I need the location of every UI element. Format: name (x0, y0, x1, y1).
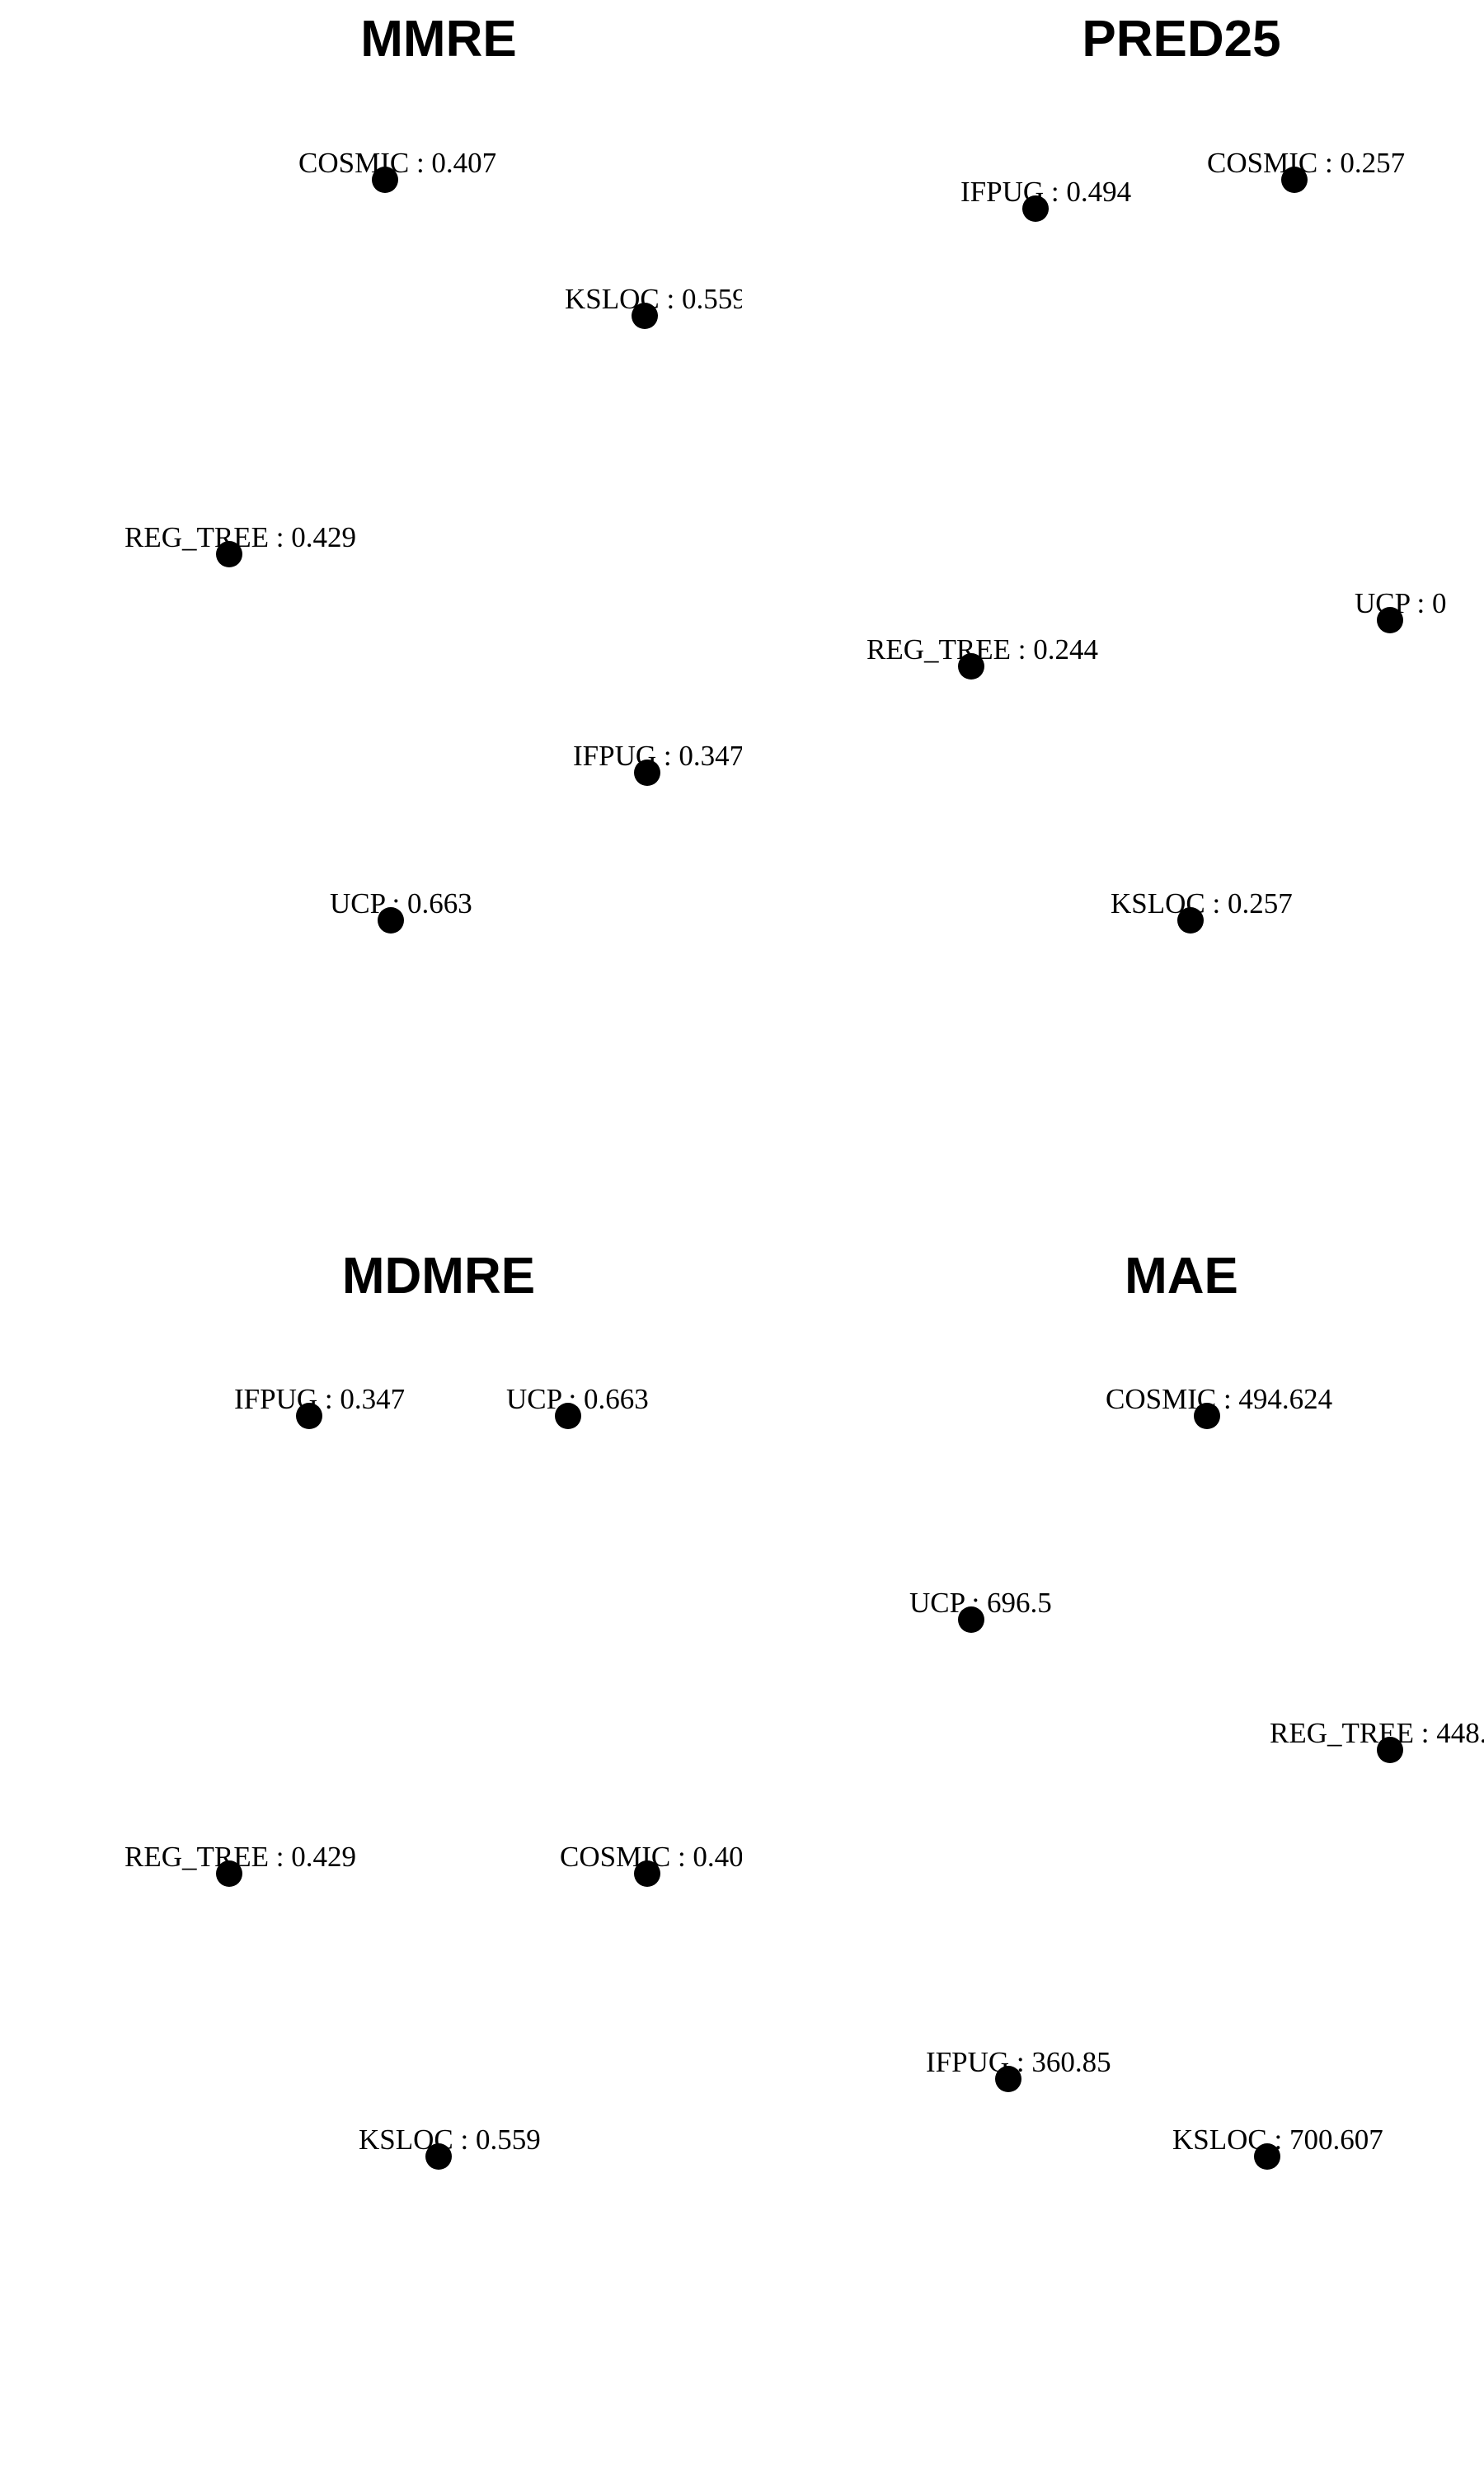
point-reg-tree (216, 541, 242, 567)
point-label-ksloc: KSLOC : 0.559 (359, 2124, 541, 2156)
point-reg-tree (216, 1860, 242, 1887)
panel-title: MAE (1125, 1248, 1238, 1305)
panel-title: MMRE (360, 11, 516, 68)
point-ucp (1377, 607, 1403, 633)
point-label-ucp: UCP : 696.5 (909, 1587, 1052, 1619)
point-ksloc (425, 2143, 452, 2170)
panel-mae: MAE COSMIC : 494.624 UCP : 696.5 REG_TREE … (909, 1248, 1484, 2170)
point-label-reg-tree: REG_TREE : 0.429 (124, 1841, 356, 1873)
panel-title: PRED25 (1082, 11, 1280, 68)
point-ucp (555, 1403, 581, 1429)
point-label-cosmic: COSMIC : 0.407 (298, 147, 496, 179)
point-label-ucp: UCP : 0 (1355, 587, 1447, 619)
point-label-ksloc: KSLOC : 0.559 (565, 283, 747, 315)
panel-mdmre: MDMRE IFPUG : 0.347 UCP : 0.663 REG_TREE :… (124, 1248, 758, 2170)
panel-pred25: PRED25 IFPUG : 0.494 COSMIC : 0.257 UCP : … (866, 11, 1447, 934)
point-ifpug (1022, 195, 1049, 222)
point-label-reg-tree: REG_TREE : 448.1 (1270, 1717, 1484, 1749)
panel-title: MDMRE (342, 1248, 535, 1305)
panel-mmre: MMRE COSMIC : 0.407 KSLOC : 0.559 REG_TREE… (124, 11, 747, 934)
point-cosmic (1281, 167, 1308, 193)
point-cosmic (634, 1860, 660, 1887)
point-ksloc (1177, 907, 1204, 934)
point-label-ksloc: KSLOC : 700.607 (1172, 2124, 1383, 2156)
point-label-ksloc: KSLOC : 0.257 (1111, 887, 1293, 920)
point-ksloc (632, 303, 658, 329)
point-ksloc (1254, 2143, 1280, 2170)
point-label-cosmic: COSMIC : 0.407 (560, 1841, 758, 1873)
point-reg-tree (958, 653, 984, 680)
point-reg-tree (1377, 1737, 1403, 1763)
point-ucp (378, 907, 404, 934)
point-label-ifpug: IFPUG : 0.494 (960, 176, 1131, 208)
point-label-cosmic: COSMIC : 494.624 (1106, 1383, 1332, 1415)
point-cosmic (1194, 1403, 1220, 1429)
point-label-cosmic: COSMIC : 0.257 (1207, 147, 1405, 179)
point-ifpug (634, 760, 660, 786)
point-label-reg-tree: REG_TREE : 0.429 (124, 521, 356, 553)
point-label-ifpug: IFPUG : 0.347 (573, 740, 744, 772)
point-label-reg-tree: REG_TREE : 0.244 (866, 633, 1098, 666)
point-ucp (958, 1606, 984, 1633)
point-label-ifpug: IFPUG : 360.85 (926, 2046, 1111, 2078)
point-ifpug (995, 2066, 1021, 2092)
point-label-ifpug: IFPUG : 0.347 (234, 1383, 405, 1415)
point-cosmic (372, 167, 398, 193)
point-label-ucp: UCP : 0.663 (506, 1383, 649, 1415)
point-label-ucp: UCP : 0.663 (330, 887, 472, 920)
point-ifpug (296, 1403, 322, 1429)
